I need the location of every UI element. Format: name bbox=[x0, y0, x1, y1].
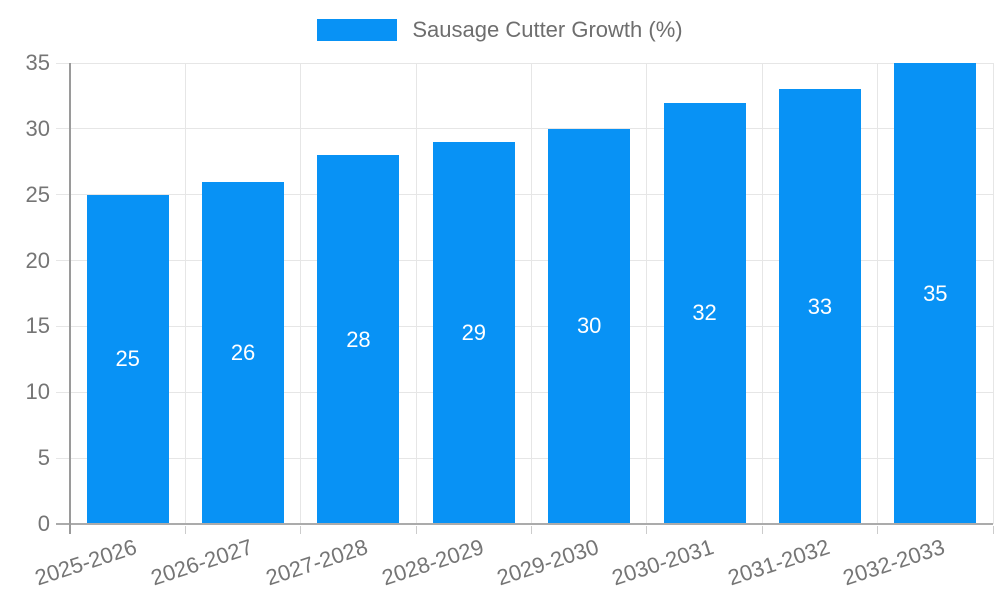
bar[interactable]: 30 bbox=[548, 128, 631, 524]
x-axis-tick-mark bbox=[992, 526, 994, 534]
y-axis-tick-label: 0 bbox=[37, 511, 50, 536]
gridline-vertical bbox=[531, 63, 532, 524]
legend-item[interactable]: Sausage Cutter Growth (%) bbox=[0, 16, 1000, 44]
x-axis-tick-label: 2027-2028 bbox=[263, 534, 371, 591]
x-axis-tick-mark bbox=[531, 526, 532, 534]
bar[interactable]: 32 bbox=[663, 102, 746, 524]
y-axis-tick-label: 35 bbox=[25, 50, 50, 75]
x-axis-tick-mark bbox=[646, 526, 648, 534]
bar-value-label: 29 bbox=[461, 320, 487, 345]
legend-label: Sausage Cutter Growth (%) bbox=[412, 17, 683, 42]
gridline-vertical bbox=[646, 63, 648, 524]
bar[interactable]: 25 bbox=[86, 194, 169, 524]
x-axis-tick-label: 2026-2027 bbox=[147, 534, 256, 591]
x-axis-tick-label: 2025-2026 bbox=[32, 534, 141, 591]
y-axis-tick-label: 10 bbox=[25, 379, 50, 405]
x-axis-tick-mark bbox=[300, 526, 302, 534]
gridline-vertical bbox=[184, 63, 186, 524]
bar-value-label: 30 bbox=[576, 313, 602, 339]
bar-value-label: 33 bbox=[807, 293, 833, 319]
gridline-horizontal bbox=[56, 457, 993, 459]
x-axis-tick-mark bbox=[415, 526, 417, 534]
x-axis-tick-label: 2029-2030 bbox=[493, 534, 602, 591]
y-axis-tick-label: 15 bbox=[25, 313, 50, 339]
gridline-vertical bbox=[877, 63, 879, 524]
x-axis-tick-mark bbox=[877, 526, 879, 534]
x-axis-line bbox=[56, 523, 993, 525]
gridline-vertical bbox=[761, 63, 763, 524]
x-axis-tick-label: 2031-2032 bbox=[724, 534, 833, 591]
bar-value-label: 26 bbox=[230, 339, 256, 365]
x-axis-tick-label: 2030-2031 bbox=[609, 534, 717, 591]
gridline-horizontal bbox=[56, 325, 993, 327]
x-axis-tick-mark bbox=[184, 526, 186, 534]
gridline-vertical bbox=[300, 63, 302, 524]
x-axis-tick-mark bbox=[761, 526, 763, 534]
gridline-horizontal bbox=[56, 128, 993, 130]
gridline-horizontal bbox=[56, 194, 993, 196]
bar-value-label: 25 bbox=[115, 346, 140, 372]
bar-value-label: 32 bbox=[692, 300, 717, 326]
bar[interactable]: 29 bbox=[432, 142, 515, 524]
gridline-vertical bbox=[992, 63, 994, 524]
y-axis-tick-label: 30 bbox=[25, 115, 50, 141]
y-axis-tick-label: 5 bbox=[37, 445, 50, 471]
gridline-horizontal bbox=[56, 62, 993, 64]
gridline-horizontal bbox=[56, 391, 993, 393]
y-axis-tick-label: 20 bbox=[25, 247, 50, 273]
bar[interactable]: 35 bbox=[894, 63, 977, 524]
legend-swatch bbox=[317, 19, 398, 41]
x-axis-tick-label: 2032-2033 bbox=[839, 534, 948, 591]
x-axis-tick-label: 2028-2029 bbox=[378, 534, 487, 591]
bar[interactable]: 26 bbox=[202, 181, 285, 524]
bar[interactable]: 33 bbox=[778, 89, 861, 524]
y-axis-tick-label: 25 bbox=[25, 181, 50, 207]
gridline-horizontal bbox=[56, 260, 993, 262]
gridline-vertical bbox=[415, 63, 417, 524]
y-axis-line bbox=[69, 63, 71, 534]
bar-value-label: 28 bbox=[346, 326, 371, 352]
bar-value-label: 35 bbox=[923, 280, 948, 306]
bar[interactable]: 28 bbox=[317, 155, 400, 524]
